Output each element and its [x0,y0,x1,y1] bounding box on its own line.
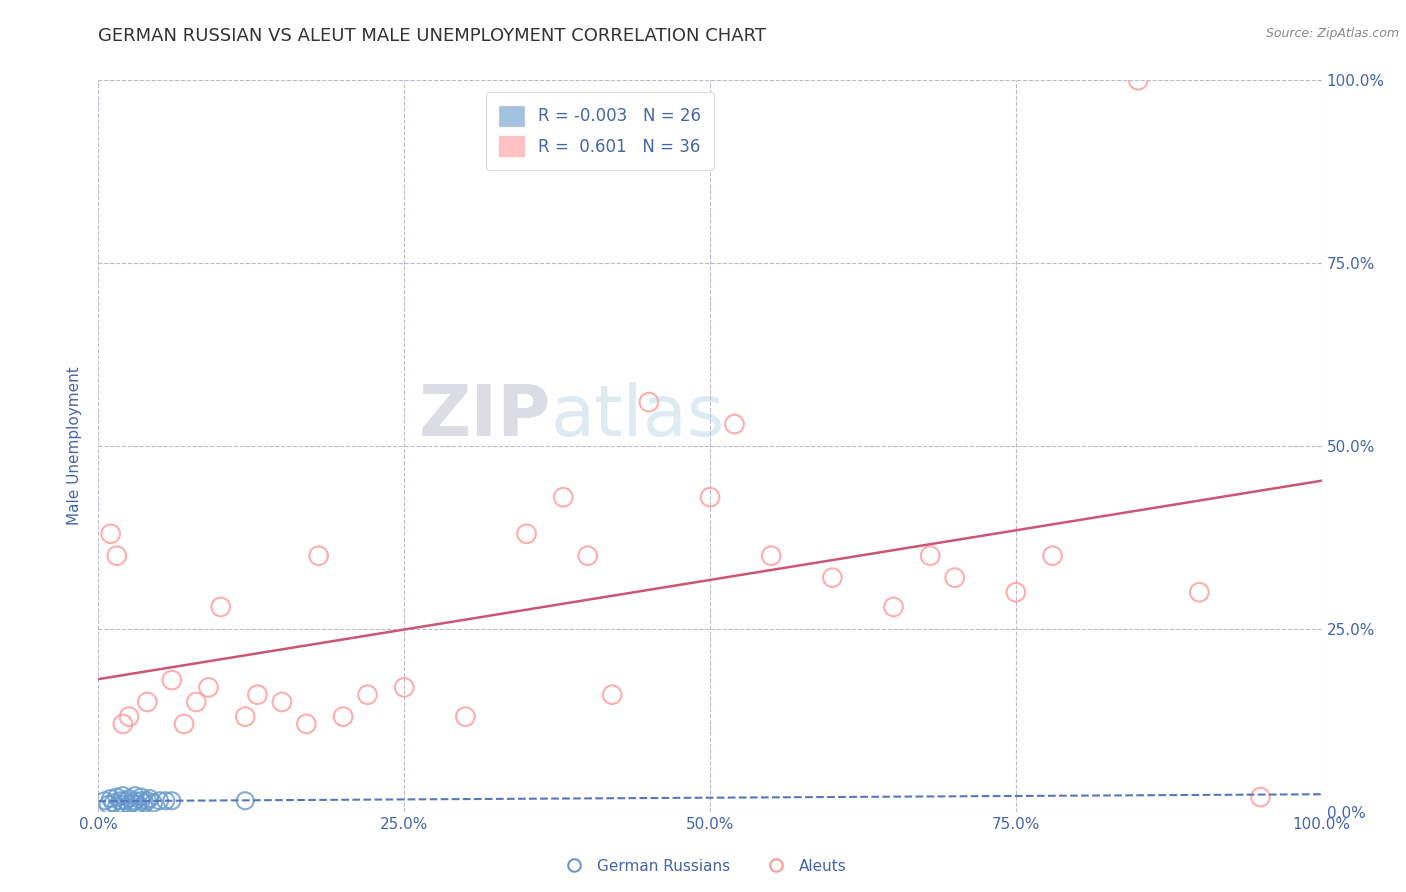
Point [105,798,128,813]
Point [1042,549,1064,563]
Point [515,526,537,541]
Point [699,490,721,504]
Point [118,791,141,805]
Point [129,790,152,805]
Point [576,549,599,563]
Point [124,789,146,803]
Y-axis label: Male Unemployment: Male Unemployment [67,367,83,525]
Point [100,526,122,541]
Point [136,794,159,808]
Point [638,395,661,409]
Point [821,571,844,585]
Point [111,797,134,812]
Point [209,599,232,614]
Point [454,709,477,723]
Point [1128,73,1150,87]
Point [920,549,942,563]
Point [121,796,143,810]
Point [155,794,177,808]
Point [761,549,783,563]
Point [197,681,219,695]
Point [246,688,269,702]
Point [110,794,132,808]
Point [118,709,141,723]
Point [149,794,172,808]
Point [1249,790,1271,805]
Point [101,796,124,810]
Point [160,794,183,808]
Point [186,695,208,709]
Point [233,709,256,723]
Point [105,790,128,805]
Point [332,709,354,723]
Point [136,695,159,709]
Legend: R = -0.003   N = 26, R =  0.601   N = 36: R = -0.003 N = 26, R = 0.601 N = 36 [486,92,714,169]
Point [295,717,318,731]
Point [118,797,141,812]
Point [93,794,115,808]
Text: ZIP: ZIP [419,383,551,451]
Point [943,571,966,585]
Point [883,599,905,614]
Point [308,549,330,563]
Point [553,490,575,504]
Point [392,681,416,695]
Point [100,791,122,805]
Point [233,794,256,808]
Point [124,794,146,808]
Point [114,794,136,808]
Point [139,791,162,805]
Point [173,717,195,731]
Point [134,796,156,810]
Point [129,794,152,808]
Point [111,717,134,731]
Text: atlas: atlas [551,383,725,451]
Point [270,695,294,709]
Point [111,789,134,803]
Point [1004,585,1026,599]
Point [600,688,623,702]
Point [97,797,120,812]
Point [142,796,165,810]
Text: GERMAN RUSSIAN VS ALEUT MALE UNEMPLOYMENT CORRELATION CHART: GERMAN RUSSIAN VS ALEUT MALE UNEMPLOYMEN… [98,27,766,45]
Point [160,673,183,687]
Point [1188,585,1211,599]
Text: Source: ZipAtlas.com: Source: ZipAtlas.com [1265,27,1399,40]
Point [356,688,378,702]
Point [723,417,745,431]
Point [105,549,128,563]
Point [127,797,149,812]
Legend: German Russians, Aleuts: German Russians, Aleuts [553,853,853,880]
